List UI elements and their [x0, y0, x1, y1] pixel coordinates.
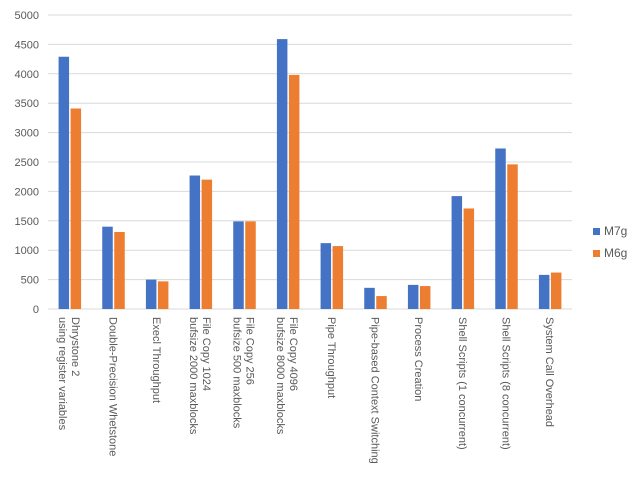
- bar-m6g-3: [201, 179, 213, 309]
- category-label-line: Pipe-based Context Switching: [369, 317, 381, 464]
- category-label-line: Process Creation: [412, 317, 424, 401]
- bar-m6g-2: [157, 281, 169, 309]
- category-label-line: Dhrystone 2: [69, 317, 81, 376]
- bar-m7g-11: [538, 274, 550, 309]
- y-tick-label: 0: [33, 304, 39, 316]
- bar-m7g-6: [320, 243, 332, 309]
- category-label: Pipe Throughput: [325, 317, 337, 398]
- bar-m6g-6: [332, 246, 344, 309]
- category-label-line: File Copy 4096: [287, 317, 299, 391]
- bar-m7g-3: [189, 175, 201, 309]
- gridlines: [48, 14, 572, 281]
- bar-m6g-4: [245, 221, 256, 309]
- bar-m7g-5: [276, 39, 288, 309]
- category-label: Shell Scripts (8 concurrent): [500, 317, 512, 450]
- y-tick-label: 1500: [15, 216, 39, 228]
- category-label-line: Double-Precision Whetstone: [107, 317, 119, 456]
- category-label-line: Pipe Throughput: [325, 317, 337, 398]
- bar-m7g-7: [364, 287, 375, 309]
- category-label: System Call Overhead: [543, 317, 555, 427]
- category-label-line: using register variables: [56, 317, 68, 431]
- y-tick-label: 3500: [15, 98, 39, 110]
- category-label: Pipe-based Context Switching: [369, 317, 381, 464]
- category-label-line: bufsize 8000 maxblocks: [274, 317, 286, 435]
- category-label-line: File Copy 1024: [200, 317, 212, 391]
- y-tick-label: 4000: [15, 69, 39, 81]
- bar-m6g-9: [463, 208, 475, 309]
- category-label-line: bufsize 500 maxblocks: [231, 317, 243, 429]
- category-label-line: Shell Scripts (1 concurrent): [456, 317, 468, 450]
- bar-m7g-9: [451, 196, 463, 309]
- category-label: Double-Precision Whetstone: [107, 317, 119, 456]
- category-label: Execl Throughput: [150, 317, 162, 403]
- bar-m7g-8: [407, 284, 419, 309]
- category-label-line: System Call Overhead: [543, 317, 555, 427]
- category-label: Shell Scripts (1 concurrent): [456, 317, 468, 450]
- bar-m6g-10: [507, 164, 518, 309]
- bar-m7g-0: [58, 56, 70, 309]
- legend: M7g M6g: [593, 224, 627, 260]
- bar-m6g-1: [114, 231, 125, 309]
- category-label-line: Shell Scripts (8 concurrent): [500, 317, 512, 450]
- bar-m6g-5: [288, 74, 300, 309]
- bars: [58, 39, 562, 309]
- legend-label-m6g: M6g: [604, 246, 627, 260]
- y-tick-label: 1000: [15, 245, 39, 257]
- bar-m6g-11: [550, 272, 562, 309]
- y-tick-label: 2500: [15, 157, 39, 169]
- category-label: Process Creation: [412, 317, 424, 401]
- y-tick-label: 5000: [15, 10, 39, 22]
- bar-m7g-4: [233, 221, 244, 309]
- legend-swatch-m6g: [593, 250, 600, 257]
- bar-m6g-7: [376, 296, 387, 309]
- bar-m7g-1: [102, 226, 113, 309]
- y-tick-label: 3000: [15, 128, 39, 140]
- bar-m7g-2: [145, 279, 157, 309]
- category-label-line: File Copy 256: [244, 317, 256, 385]
- y-tick-label: 2000: [15, 186, 39, 198]
- category-label-line: bufsize 2000 maxblocks: [187, 317, 199, 435]
- bar-m6g-8: [419, 286, 431, 309]
- legend-label-m7g: M7g: [604, 224, 627, 238]
- legend-swatch-m7g: [593, 228, 600, 235]
- bar-m7g-10: [495, 148, 506, 309]
- y-tick-label: 4500: [15, 39, 39, 51]
- bar-m6g-0: [70, 108, 82, 309]
- y-tick-label: 500: [21, 275, 39, 287]
- category-label-line: Execl Throughput: [150, 317, 162, 403]
- y-axis-tick-labels: 0 500 1000 1500 2000 2500 3000 3500 4000 4500 5000: [15, 10, 39, 316]
